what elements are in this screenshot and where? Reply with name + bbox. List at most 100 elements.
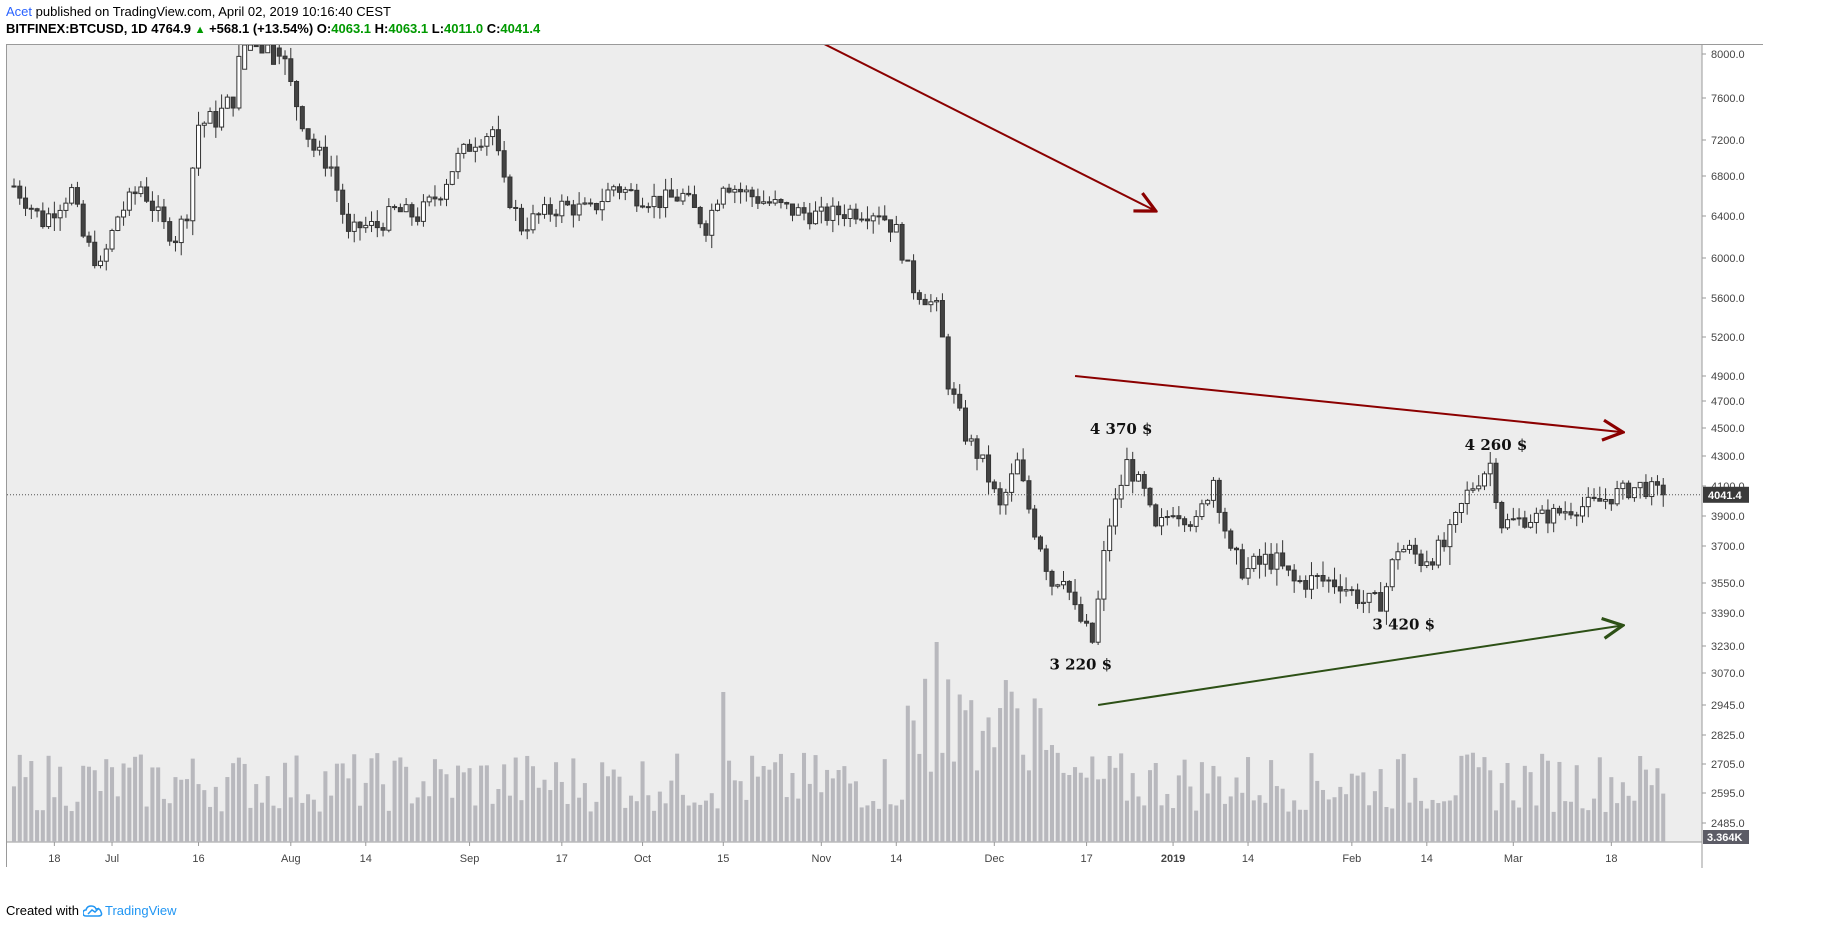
volume-bar: [242, 763, 247, 842]
volume-bar: [657, 791, 662, 842]
price-tick-label: 5200.0: [1711, 332, 1745, 344]
candle-body: [1579, 506, 1586, 517]
volume-bar: [1061, 772, 1066, 842]
volume-bar: [1309, 753, 1314, 842]
volume-bar: [1234, 777, 1239, 842]
candle-body: [1366, 592, 1372, 603]
candle-body: [1337, 586, 1343, 592]
volume-bar: [577, 797, 582, 842]
candle-body: [1239, 549, 1245, 579]
volume-bar: [1326, 799, 1331, 842]
volume-bar: [813, 755, 818, 842]
volume-bar: [1430, 799, 1435, 842]
volume-bar: [35, 810, 40, 842]
candle-body: [282, 55, 288, 60]
volume-bar: [992, 747, 997, 842]
candle-body: [605, 189, 611, 203]
candle-body: [870, 215, 876, 222]
volume-bar: [646, 795, 651, 842]
candle-body: [974, 438, 980, 459]
trend-arrow-green[interactable]: [1097, 625, 1623, 706]
candle-body: [190, 167, 196, 222]
volume-bar: [640, 761, 645, 842]
volume-bar: [1522, 765, 1527, 842]
candle-body: [1009, 473, 1015, 493]
candle-body: [1626, 482, 1632, 499]
price-tick-label: 3900.0: [1711, 511, 1745, 523]
candle-body: [409, 204, 415, 218]
candle-body: [1493, 462, 1499, 503]
time-tick-label: Feb: [1342, 853, 1361, 865]
chart-area[interactable]: 8000.0 7600.0 7200.0 6800.0 6400.0 6000.0 5600…: [6, 44, 1764, 868]
candle-body: [928, 301, 934, 306]
author-link[interactable]: Acet: [6, 4, 33, 19]
high-label: H:: [374, 21, 389, 36]
volume-bar: [427, 796, 432, 842]
candle-body: [1084, 620, 1090, 624]
volume-bar: [1228, 796, 1233, 842]
candle-body: [997, 488, 1003, 506]
volume-bar: [848, 783, 853, 842]
volume-bar: [421, 781, 426, 842]
candle-body: [415, 216, 421, 222]
candle-body: [1551, 507, 1557, 524]
volume-bar: [23, 777, 28, 842]
candle-body: [980, 454, 986, 459]
candle-body: [1660, 484, 1666, 496]
volume-bar: [1649, 785, 1654, 842]
candle-body: [484, 136, 490, 147]
candle-body: [1505, 519, 1511, 529]
candle-body: [1332, 579, 1338, 588]
candle-body: [1562, 511, 1568, 514]
candle-body: [380, 227, 386, 231]
volume-bar: [236, 757, 241, 842]
volume-bar: [69, 811, 74, 842]
candle-body: [1274, 552, 1280, 570]
volume-bar: [52, 797, 57, 842]
volume-bar: [86, 766, 91, 842]
volume-bar: [513, 757, 518, 842]
volume-bar: [1153, 763, 1158, 842]
volume-bar: [594, 801, 599, 842]
candle-body: [103, 248, 109, 262]
candle-body: [138, 186, 144, 195]
volume-bar: [484, 765, 489, 842]
candlestick-chart[interactable]: 8000.0 7600.0 7200.0 6800.0 6400.0 6000.0 5600…: [7, 45, 1764, 868]
candle-body: [1528, 521, 1534, 528]
candle-body: [126, 191, 132, 211]
volume-bar: [150, 767, 155, 842]
candle-body: [253, 45, 259, 48]
volume-bar: [81, 765, 86, 842]
candle-body: [196, 124, 202, 169]
candle-body: [167, 221, 173, 242]
trend-arrow-red[interactable]: [735, 45, 1156, 211]
candle-body: [472, 146, 478, 152]
symbol-info: BITFINEX:BTCUSD, 1D 4764.9 ▲ +568.1 (+13…: [6, 21, 540, 36]
candle-body: [1066, 580, 1072, 593]
trend-arrow-red[interactable]: [1074, 375, 1623, 432]
candle-body: [1574, 514, 1580, 517]
volume-bar: [1009, 691, 1014, 842]
tradingview-link[interactable]: TradingView: [82, 903, 177, 918]
volume-bar: [1511, 800, 1516, 842]
volume-bar: [167, 803, 172, 842]
candle-body: [69, 187, 75, 204]
volume-bar: [784, 797, 789, 842]
volume-bar: [63, 805, 68, 842]
candle-body: [311, 138, 317, 151]
volume-bar: [744, 799, 749, 842]
volume-bar: [1142, 805, 1147, 842]
volume-bar: [1067, 775, 1072, 842]
candle-body: [224, 96, 230, 109]
candle-body: [766, 201, 772, 204]
candle-body: [28, 207, 34, 210]
candle-body: [443, 183, 450, 200]
volume-bar: [669, 780, 674, 842]
volume-bar: [444, 774, 449, 842]
candle-body: [795, 207, 801, 216]
candle-body: [1620, 482, 1626, 490]
volume-bar: [1263, 802, 1268, 842]
candle-body: [634, 189, 640, 207]
candle-body: [11, 185, 17, 188]
volume-bar: [1372, 791, 1377, 842]
